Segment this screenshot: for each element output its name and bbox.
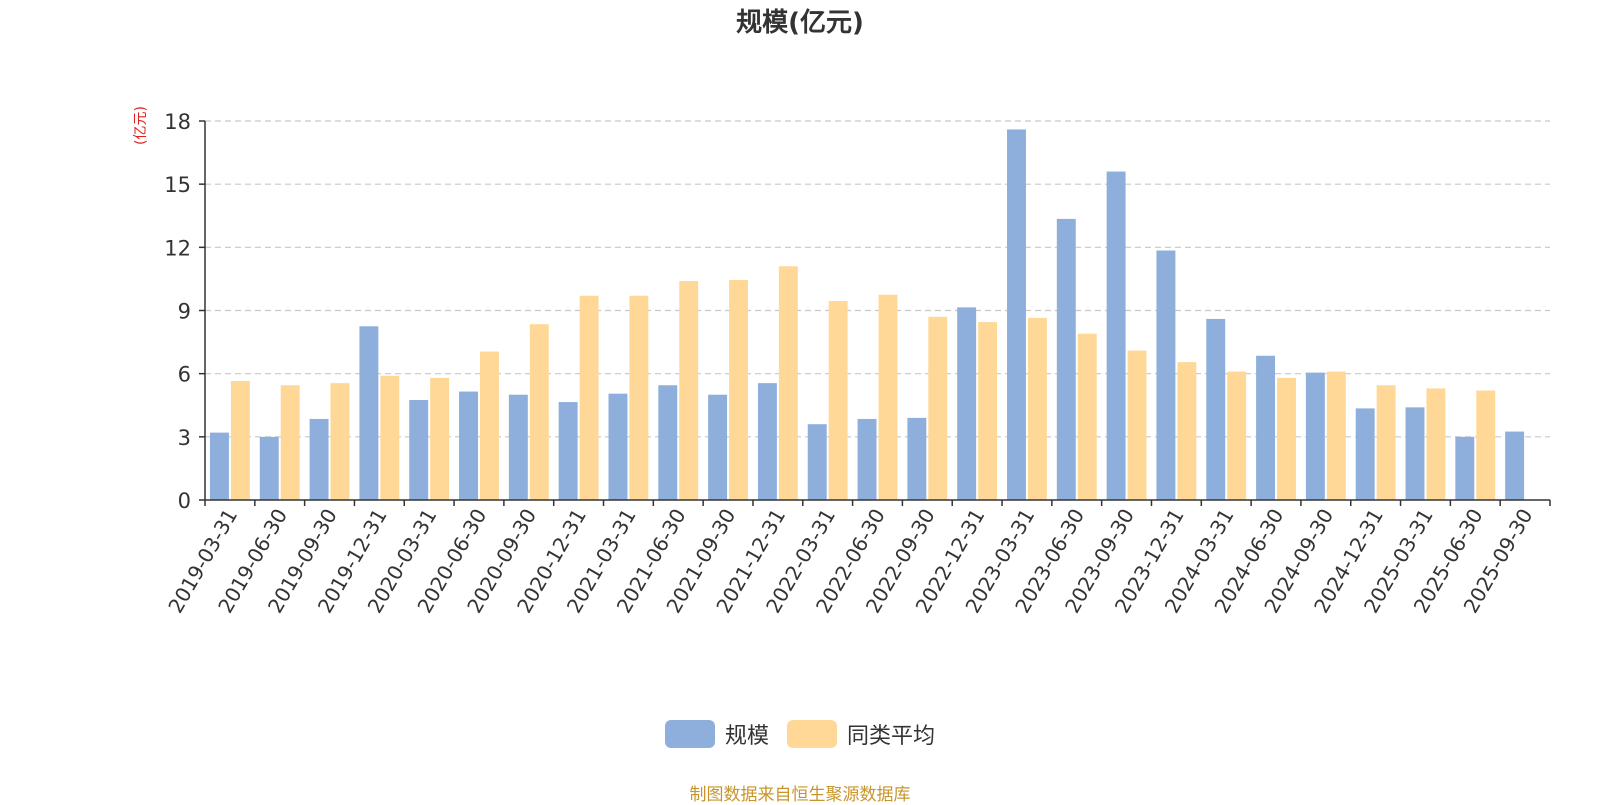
legend-label-series-1: 同类平均 bbox=[847, 724, 936, 749]
bars bbox=[209, 129, 1525, 501]
bar-series-1[interactable] bbox=[1326, 371, 1346, 500]
bar-series-0[interactable] bbox=[1007, 129, 1026, 500]
bar-series-0[interactable] bbox=[907, 417, 927, 500]
bar-series-1[interactable] bbox=[1127, 350, 1147, 500]
bar-series-1[interactable] bbox=[1277, 377, 1296, 500]
y-tick-label: 12 bbox=[164, 236, 191, 260]
y-tick-label: 6 bbox=[178, 363, 191, 387]
y-tick-label: 15 bbox=[164, 173, 191, 197]
legend-item-series-1[interactable]: 同类平均 bbox=[787, 718, 935, 750]
bar-series-0[interactable] bbox=[1405, 407, 1425, 500]
bar-series-0[interactable] bbox=[409, 399, 429, 500]
bar-series-0[interactable] bbox=[359, 326, 379, 500]
bar-series-1[interactable] bbox=[280, 385, 300, 500]
legend-swatch-series-1 bbox=[787, 720, 837, 748]
bar-series-1[interactable] bbox=[878, 294, 898, 500]
bar-series-0[interactable] bbox=[459, 391, 478, 500]
legend-swatch-series-0 bbox=[664, 720, 715, 748]
bar-series-1[interactable] bbox=[1426, 388, 1446, 500]
bar-series-1[interactable] bbox=[828, 301, 848, 500]
bar-series-0[interactable] bbox=[558, 402, 578, 500]
bar-series-0[interactable] bbox=[608, 393, 628, 500]
axes bbox=[204, 121, 1551, 506]
bar-series-0[interactable] bbox=[1056, 218, 1076, 501]
bar-series-1[interactable] bbox=[529, 324, 549, 500]
bar-series-0[interactable] bbox=[1106, 171, 1126, 501]
bar-series-1[interactable] bbox=[1476, 390, 1496, 500]
bar-series-1[interactable] bbox=[430, 377, 450, 500]
grid-lines bbox=[199, 120, 1550, 501]
bar-series-0[interactable] bbox=[1256, 355, 1276, 500]
bar-series-0[interactable] bbox=[1355, 408, 1375, 500]
bar-series-1[interactable] bbox=[679, 281, 699, 500]
y-tick-label: 0 bbox=[178, 489, 191, 513]
y-tick-labels: 0 3 6 9 12 15 18 bbox=[164, 110, 191, 513]
y-tick-label: 9 bbox=[178, 300, 191, 324]
bar-series-0[interactable] bbox=[259, 436, 279, 500]
bar-series-0[interactable] bbox=[1156, 250, 1176, 500]
bar-series-0[interactable] bbox=[1455, 436, 1475, 500]
bar-series-1[interactable] bbox=[1376, 385, 1396, 500]
bar-series-1[interactable] bbox=[380, 375, 400, 500]
y-tick-label: 3 bbox=[178, 426, 191, 450]
bar-series-1[interactable] bbox=[230, 381, 250, 500]
bar-series-0[interactable] bbox=[957, 307, 977, 500]
bar-series-1[interactable] bbox=[1027, 317, 1047, 500]
bar-series-0[interactable] bbox=[1206, 318, 1226, 500]
bar-series-0[interactable] bbox=[1505, 431, 1525, 500]
bar-series-1[interactable] bbox=[729, 279, 748, 500]
bar-series-1[interactable] bbox=[1227, 371, 1247, 500]
bar-series-0[interactable] bbox=[757, 383, 777, 500]
x-tick-labels: 2019-03-312019-06-302019-09-302019-12-31… bbox=[163, 504, 1537, 617]
bar-series-1[interactable] bbox=[928, 316, 948, 500]
legend-label-series-0: 规模 bbox=[724, 724, 769, 749]
bar-series-0[interactable] bbox=[857, 418, 877, 500]
bar-series-0[interactable] bbox=[309, 418, 329, 500]
bar-series-1[interactable] bbox=[579, 295, 599, 500]
bar-series-0[interactable] bbox=[1305, 372, 1325, 500]
bar-series-0[interactable] bbox=[708, 394, 728, 500]
bar-chart: 0 3 6 9 12 15 18 2019-03-312019-06-302019-09-3… bbox=[163, 110, 1551, 617]
bar-series-1[interactable] bbox=[330, 383, 350, 500]
bar-series-1[interactable] bbox=[778, 266, 798, 500]
data-source-note: 制图数据来自恒生聚源数据库 bbox=[689, 785, 911, 805]
bar-series-0[interactable] bbox=[658, 385, 678, 500]
bar-series-0[interactable] bbox=[508, 394, 528, 500]
legend: 规模 同类平均 bbox=[0, 718, 1600, 750]
legend-item-series-0[interactable]: 规模 bbox=[664, 718, 769, 750]
bar-series-0[interactable] bbox=[807, 424, 827, 500]
chart-title: 规模(亿元) bbox=[736, 8, 864, 38]
bar-series-0[interactable] bbox=[209, 432, 229, 500]
bar-series-1[interactable] bbox=[1077, 333, 1097, 500]
bar-series-1[interactable] bbox=[1177, 362, 1197, 500]
bar-series-1[interactable] bbox=[479, 351, 499, 500]
bar-series-1[interactable] bbox=[978, 322, 998, 500]
bar-series-1[interactable] bbox=[629, 295, 649, 500]
y-tick-label: 18 bbox=[164, 110, 191, 134]
